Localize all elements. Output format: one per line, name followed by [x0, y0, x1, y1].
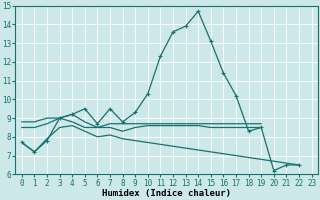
X-axis label: Humidex (Indice chaleur): Humidex (Indice chaleur) [102, 189, 231, 198]
